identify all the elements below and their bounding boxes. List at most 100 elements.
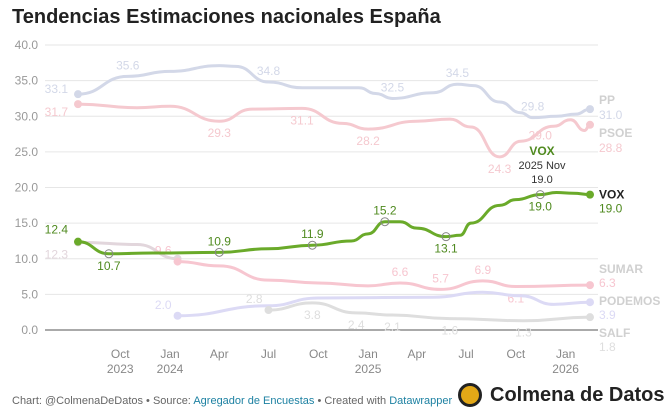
series-end-dot [586,190,594,199]
series-end-dot [586,120,594,129]
data-label: 5.7 [432,271,449,285]
data-label: 29.3 [208,126,232,140]
data-label: 32.5 [381,80,405,94]
x-tick-label: Jul [458,347,473,361]
series-end-value: 19.0 [599,202,623,216]
y-tick-label: 35.0 [15,74,39,88]
series-line-podemos [176,290,592,318]
data-label: 31.1 [290,113,314,127]
footer-created: • Created with [314,395,390,407]
series-line-unnamed [76,240,180,261]
series-end-value: 3.9 [599,308,616,322]
data-label: 35.6 [116,58,140,72]
logo: Colmena de Datos [458,383,664,407]
datawrapper-link[interactable]: Datawrapper [389,395,453,407]
series-name-label: PP [599,93,615,107]
data-marker [214,247,224,257]
data-label: 9.6 [155,244,172,258]
data-label: 10.7 [97,259,121,273]
data-label: 2.8 [246,292,263,306]
series-start-dot [173,311,182,320]
series-start-dot [74,90,82,99]
series-start-dot [173,257,182,266]
data-label: 29.8 [521,100,545,114]
series-end-dot [586,298,594,307]
data-label: 6.9 [474,263,491,277]
series-line-psoe [76,102,592,159]
series-start-dot [74,237,82,246]
data-label: 34.8 [257,64,281,78]
logo-text: Colmena de Datos [490,383,665,406]
x-tick-label: Oct [507,347,526,361]
x-tick-label: Apr [407,347,426,361]
data-marker [380,217,390,227]
data-label: 13.1 [434,242,458,256]
data-label: 1.3 [515,326,532,340]
data-label: 2.0 [155,298,172,312]
series-line-vox [76,190,592,256]
tooltip-series: VOX [529,144,554,158]
data-label: 6.1 [508,292,525,306]
series-end-value: 28.8 [599,141,623,155]
series-line-pp [76,64,592,120]
data-marker [104,249,114,259]
x-tick-year: 2024 [157,362,184,376]
series-name-label: PODEMOS [599,294,660,308]
data-label: 33.1 [45,82,69,96]
footer-credit: Chart: @ColmenaDeDatos • Source: [12,395,194,407]
y-tick-label: 10.0 [15,252,39,266]
series-end-value: 31.0 [599,108,623,122]
data-label: 12.3 [45,247,69,261]
data-label: 29.0 [529,128,553,142]
data-label: 28.2 [356,134,380,148]
x-tick-year: 2023 [107,362,134,376]
y-tick-label: 15.0 [15,216,39,230]
series-line-salf [267,301,592,323]
series-end-value: 6.3 [599,276,616,290]
data-label: 1.6 [441,324,458,338]
data-label: 19.0 [529,200,553,214]
x-tick-label: Jan [556,347,575,361]
series-name-label: VOX [599,188,624,202]
x-tick-label: Oct [309,347,328,361]
chart-title: Tendencias Estimaciones nacionales Españ… [12,6,441,28]
data-label: 10.9 [208,234,232,248]
tooltip-date: 2025 Nov [518,160,566,172]
series-end-dot [586,105,594,114]
data-label: 11.9 [301,227,324,241]
series-name-label: SUMAR [599,262,643,276]
x-tick-year: 2026 [552,362,579,376]
x-tick-year: 2025 [355,362,382,376]
data-label: 12.4 [45,223,69,237]
y-tick-label: 40.0 [15,38,39,52]
series-name-label: SALF [599,326,630,340]
x-tick-label: Jan [358,347,377,361]
y-tick-label: 30.0 [15,109,39,123]
x-tick-label: Jul [261,347,276,361]
source-link[interactable]: Agregador de Encuestas [193,395,315,407]
y-tick-label: 20.0 [15,181,39,195]
y-tick-label: 0.0 [21,323,38,337]
x-tick-label: Apr [210,347,229,361]
data-marker [441,232,451,242]
data-label: 24.3 [488,162,512,176]
x-tick-label: Jan [160,347,179,361]
series-start-dot [264,306,273,315]
y-tick-label: 5.0 [21,287,38,301]
series-end-dot [586,313,594,322]
series-end-dot [586,281,594,290]
data-label: 2.4 [348,318,365,332]
x-tick-label: Oct [111,347,130,361]
data-label: 3.8 [304,308,321,322]
series-end-value: 1.8 [599,340,616,354]
data-label: 6.6 [392,265,409,279]
y-tick-label: 25.0 [15,145,39,159]
data-label: 31.7 [45,105,69,119]
footer: Chart: @ColmenaDeDatos • Source: Agregad… [12,395,452,407]
series-name-label: PSOE [599,126,632,140]
series-line-sumar [176,260,592,291]
series-start-dot [74,100,82,109]
tooltip-value: 19.0 [531,174,552,186]
data-marker [535,190,545,200]
